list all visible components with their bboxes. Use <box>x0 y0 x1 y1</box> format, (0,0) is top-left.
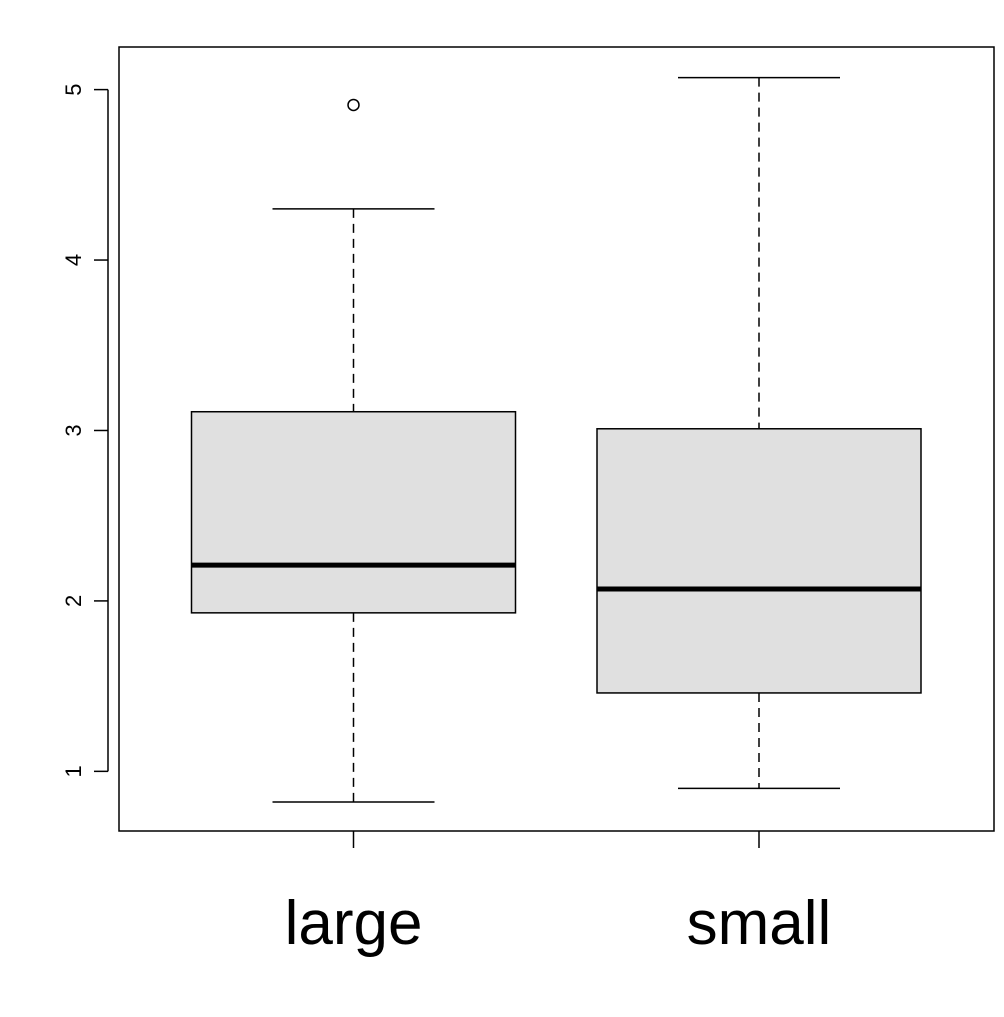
box-group-small <box>596 76 922 790</box>
y-tick-label-2: 2 <box>61 595 86 607</box>
plot-frame <box>118 46 995 832</box>
y-axis: 1 2 3 4 5 <box>61 83 109 777</box>
outlier-point-large-0 <box>347 98 360 112</box>
y-tick-label-3: 3 <box>61 424 86 436</box>
x-category-label-large: large <box>285 889 423 958</box>
x-axis: large small <box>285 831 832 958</box>
y-tick-label-5: 5 <box>61 83 86 95</box>
x-category-label-small: small <box>687 889 832 958</box>
boxes <box>190 76 922 803</box>
y-tick-label-1: 1 <box>61 765 86 777</box>
box-group-large <box>190 98 517 803</box>
box-large <box>190 410 517 614</box>
box-small <box>596 428 922 694</box>
y-tick-label-4: 4 <box>61 254 86 266</box>
